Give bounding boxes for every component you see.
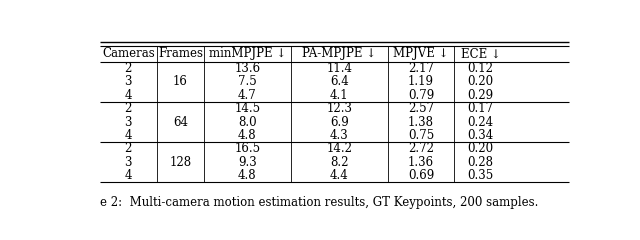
Text: Cameras: Cameras — [102, 47, 155, 60]
Text: 4: 4 — [125, 89, 132, 102]
Text: 12.3: 12.3 — [326, 102, 352, 115]
Text: 0.28: 0.28 — [467, 156, 493, 169]
Text: 0.69: 0.69 — [408, 169, 434, 182]
Text: 4.8: 4.8 — [238, 129, 257, 142]
Text: 1.36: 1.36 — [408, 156, 434, 169]
Text: 1.19: 1.19 — [408, 76, 434, 89]
Text: 4.4: 4.4 — [330, 169, 349, 182]
Text: 0.79: 0.79 — [408, 89, 434, 102]
Text: 64: 64 — [173, 116, 188, 129]
Text: ECE ↓: ECE ↓ — [461, 47, 500, 60]
Text: 4.7: 4.7 — [238, 89, 257, 102]
Text: e 2:  Multi-camera motion estimation results, GT Keypoints, 200 samples.: e 2: Multi-camera motion estimation resu… — [100, 196, 538, 209]
Text: 4: 4 — [125, 129, 132, 142]
Text: 128: 128 — [170, 156, 191, 169]
Text: 2.17: 2.17 — [408, 62, 434, 75]
Text: 7.5: 7.5 — [238, 76, 257, 89]
Text: 1.38: 1.38 — [408, 116, 434, 129]
Text: 0.34: 0.34 — [467, 129, 493, 142]
Text: 0.24: 0.24 — [467, 116, 493, 129]
Text: 6.4: 6.4 — [330, 76, 349, 89]
Text: 14.2: 14.2 — [326, 142, 352, 155]
Text: 6.9: 6.9 — [330, 116, 349, 129]
Text: 2: 2 — [125, 102, 132, 115]
Text: 9.3: 9.3 — [238, 156, 257, 169]
Text: 14.5: 14.5 — [234, 102, 260, 115]
Text: 4.1: 4.1 — [330, 89, 348, 102]
Text: 0.12: 0.12 — [467, 62, 493, 75]
Text: 2: 2 — [125, 62, 132, 75]
Text: 0.29: 0.29 — [467, 89, 493, 102]
Text: 0.17: 0.17 — [467, 102, 493, 115]
Text: MPJVE ↓: MPJVE ↓ — [393, 47, 449, 60]
Text: 4.3: 4.3 — [330, 129, 349, 142]
Text: minMPJPE ↓: minMPJPE ↓ — [209, 47, 286, 60]
Text: 0.35: 0.35 — [467, 169, 493, 182]
Text: 0.20: 0.20 — [467, 142, 493, 155]
Text: 0.75: 0.75 — [408, 129, 434, 142]
Text: 4: 4 — [125, 169, 132, 182]
Text: Frames: Frames — [158, 47, 203, 60]
Text: 8.0: 8.0 — [238, 116, 257, 129]
Text: 3: 3 — [125, 76, 132, 89]
Text: 3: 3 — [125, 116, 132, 129]
Text: 11.4: 11.4 — [326, 62, 352, 75]
Text: 2: 2 — [125, 142, 132, 155]
Text: 8.2: 8.2 — [330, 156, 348, 169]
Text: 16.5: 16.5 — [234, 142, 260, 155]
Text: 2.72: 2.72 — [408, 142, 434, 155]
Text: 2.57: 2.57 — [408, 102, 434, 115]
Text: 4.8: 4.8 — [238, 169, 257, 182]
Text: 3: 3 — [125, 156, 132, 169]
Text: PA-MPJPE ↓: PA-MPJPE ↓ — [302, 47, 376, 60]
Text: 13.6: 13.6 — [234, 62, 260, 75]
Text: 0.20: 0.20 — [467, 76, 493, 89]
Text: 16: 16 — [173, 76, 188, 89]
